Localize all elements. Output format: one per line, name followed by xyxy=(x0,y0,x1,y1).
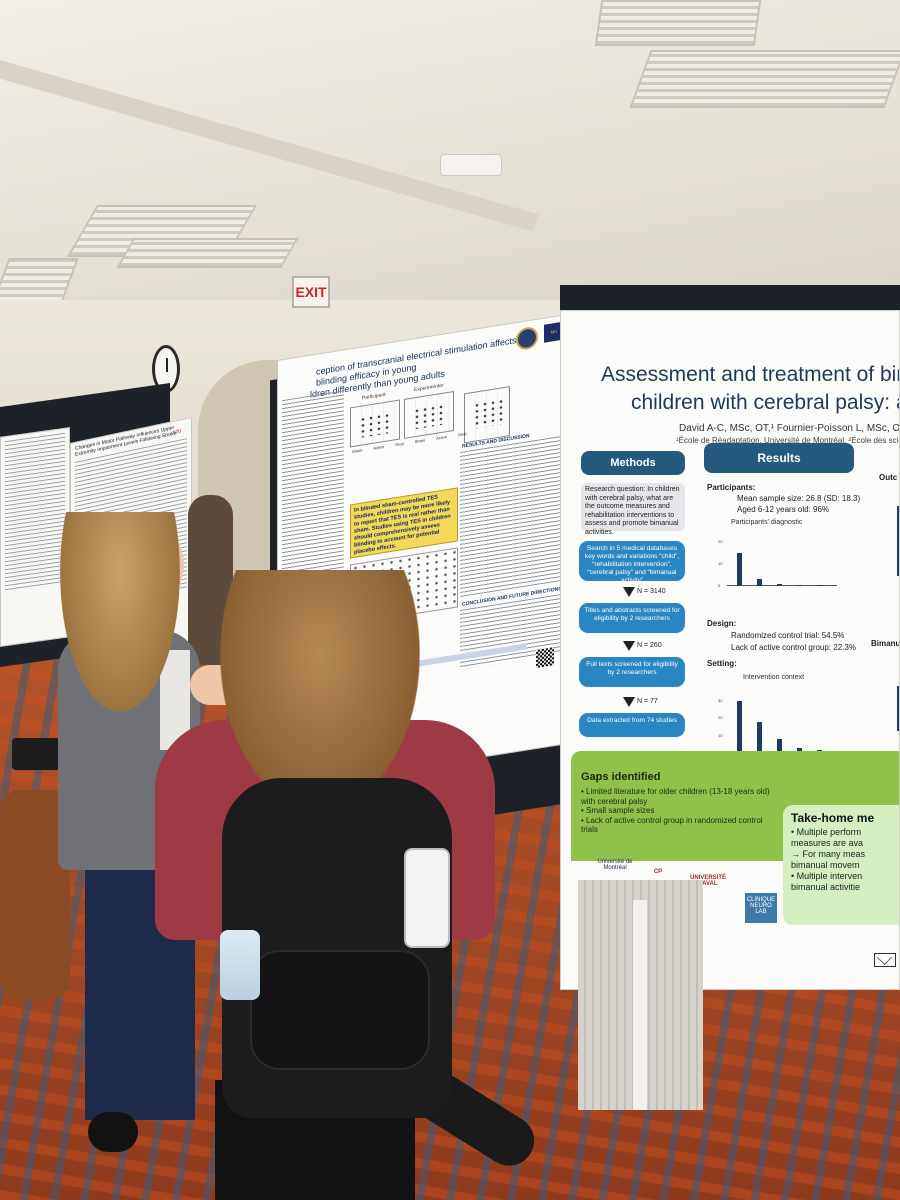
exit-sign: EXIT xyxy=(292,276,330,308)
plastic-water-bottle xyxy=(220,930,260,1000)
results-heading: Results xyxy=(704,443,854,473)
chart-bar xyxy=(737,700,742,753)
bimanual-bar-chart-partial xyxy=(895,651,899,731)
cp-logo: CP xyxy=(653,869,663,875)
white-water-bottle xyxy=(404,848,450,948)
presenter-shoes xyxy=(88,1112,138,1152)
chart-bar xyxy=(757,721,762,753)
chart-title: Participants' diagnostic xyxy=(731,519,803,526)
chart-bar xyxy=(777,739,782,753)
count-label: N = 3140 xyxy=(637,588,666,595)
sponsor-logos: Université de Montréal CP UNIVERSITÉ LAV… xyxy=(595,851,785,923)
bimanual-heading: Bimanu xyxy=(871,639,900,648)
plot-label-experimenter: Experimenter xyxy=(414,382,444,394)
gaps-list: Limited literature for older children (1… xyxy=(581,787,781,835)
backpack-pocket xyxy=(250,950,430,1070)
gap-item: Limited literature for older children (1… xyxy=(581,787,781,806)
ceiling-vent xyxy=(594,0,762,46)
chart-bar xyxy=(777,583,782,586)
gaps-heading: Gaps identified xyxy=(581,771,661,783)
chart-bar xyxy=(797,747,802,753)
takehome-line: → For many meas xyxy=(791,849,866,859)
bag-on-floor xyxy=(12,738,60,770)
ceiling-vent xyxy=(629,50,900,108)
arrow-down-icon xyxy=(623,587,635,597)
gap-item: Lack of active control group in randomiz… xyxy=(581,816,781,835)
chart-baseline xyxy=(727,585,837,586)
ceiling-vent xyxy=(116,238,299,268)
lack-control-percentage: Lack of active control group: 22.3% xyxy=(731,643,856,652)
flow-step-search: Search in 5 medical databases key words … xyxy=(579,541,685,584)
person-plaid-pants xyxy=(578,880,703,1110)
visitor-hair xyxy=(220,570,420,810)
chart-y-tick: 30 xyxy=(718,697,723,703)
count-label: N = 77 xyxy=(637,698,658,705)
flow-step-fulltext: Full texts screened for eligibility by 2… xyxy=(579,657,685,687)
takehome-heading: Take-home me xyxy=(791,811,875,825)
gap-item: Small sample sizes xyxy=(581,806,781,816)
neuro-lab-logo: CLINIQUE NEURO LAB xyxy=(745,893,777,923)
flow-step-extraction: Data extracted from 74 studies xyxy=(579,713,685,737)
outcome-bar-chart-partial xyxy=(895,481,899,576)
arrow-down-icon xyxy=(623,697,635,707)
chart-y-tick: 20 xyxy=(718,539,723,544)
qr-code-icon xyxy=(536,647,554,668)
chart-bar xyxy=(797,584,802,586)
design-heading: Design: xyxy=(707,619,737,628)
poster-text-column xyxy=(460,436,560,598)
poster-text-lines xyxy=(5,432,65,592)
plot-label-participant: Participant xyxy=(362,391,386,402)
arrow-down-icon xyxy=(623,641,635,651)
condition-label: Sham xyxy=(352,447,363,455)
mean-sample-size: Mean sample size: 26.8 (SD: 18.3) xyxy=(737,494,861,503)
participants-heading: Participants: xyxy=(707,483,756,492)
takehome-list: • Multiple perform measures are ava → Fo… xyxy=(791,827,899,893)
email-icon xyxy=(874,953,896,967)
condition-label: Real xyxy=(395,440,404,448)
takehome-line: measures are ava xyxy=(791,838,864,848)
setting-heading: Setting: xyxy=(707,659,737,668)
count-label: N = 260 xyxy=(637,642,662,649)
flow-step-titles: Titles and abstracts screened for eligib… xyxy=(579,603,685,633)
age-range: Aged 6-12 years old: 96% xyxy=(737,505,830,514)
poster-authors: David A-C, MSc, OT,¹ Fournier-Poisson L,… xyxy=(679,423,900,434)
poster-cerebral-palsy: Assessment and treatment of bir children… xyxy=(560,310,900,990)
umontreal-logo: Université de Montréal xyxy=(597,859,633,871)
chart-y-tick: 0 xyxy=(718,583,721,588)
condition-label: Active xyxy=(436,434,447,441)
context-bar-chart: 0102030 xyxy=(718,683,837,755)
chart-y-tick: 10 xyxy=(718,732,723,738)
laval-logo: UNIVERSITÉ LAVAL xyxy=(689,875,726,887)
research-question-box: Research question: In children with cere… xyxy=(581,483,685,536)
takehome-panel: Take-home me • Multiple perform measures… xyxy=(783,805,899,925)
rct-percentage: Randomized control trial: 54.5% xyxy=(731,631,845,640)
takehome-line: • Multiple perform xyxy=(791,827,862,837)
smoke-detector xyxy=(440,154,502,176)
condition-label: Sham xyxy=(414,437,426,445)
chart-bar xyxy=(737,553,742,586)
chart-title: Intervention context xyxy=(743,674,805,681)
poster-affiliation: ¹École de Réadaptation, Université de Mo… xyxy=(676,436,899,445)
key-finding-callout: In blinded sham-controlled TES studies, … xyxy=(350,487,458,559)
methods-heading: Methods xyxy=(581,451,685,475)
poster-title-line1: Assessment and treatment of bir xyxy=(601,363,900,386)
presenter-hair xyxy=(60,512,180,712)
takehome-line: • Multiple interven xyxy=(791,871,863,881)
chart-y-tick: 20 xyxy=(718,715,723,720)
scatter-plot-participant xyxy=(350,399,400,448)
poster-title-line2: children with cerebral palsy: a xyxy=(631,391,900,414)
scatter-plot-experimenter xyxy=(404,390,454,439)
chart-y-tick: 10 xyxy=(718,561,723,566)
chart-bar xyxy=(757,579,762,586)
outcome-heading: Outc xyxy=(879,473,898,482)
chart-bar xyxy=(817,585,822,586)
takehome-line: bimanual activitie xyxy=(791,882,861,892)
diagnostic-bar-chart: 0 10 20 xyxy=(718,531,837,588)
condition-label: Active xyxy=(373,444,385,451)
takehome-line: bimanual movem xyxy=(791,860,860,870)
